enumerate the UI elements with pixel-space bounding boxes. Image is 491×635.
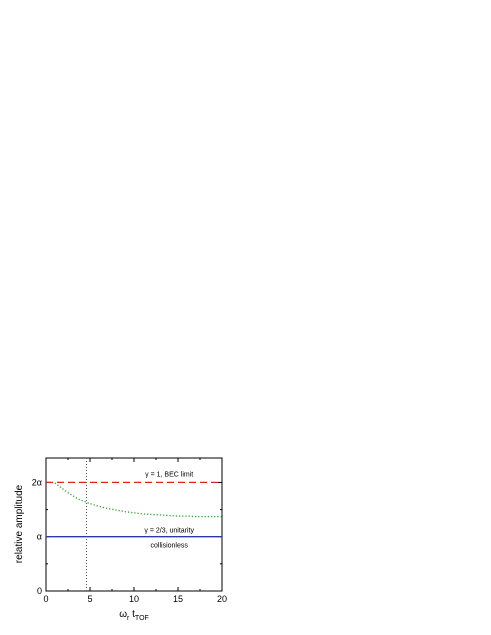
x-axis-label: ωr tTOF	[119, 609, 149, 622]
tick-labels: 0 5 10 15 20 0 α 2α	[32, 477, 227, 604]
y-tick-label: 2α	[32, 477, 42, 487]
x-axis-label-sub1: r	[127, 615, 130, 622]
x-tick-label: 20	[217, 594, 227, 604]
annotation-unitarity: γ = 2/3, unitarity	[144, 528, 194, 535]
series-layer	[46, 481, 222, 538]
annotation-bec: γ = 1, BEC limit	[145, 471, 193, 478]
x-tick-label: 0	[43, 594, 48, 604]
x-axis-label-mid: t	[129, 609, 135, 620]
x-axis-label-main: ω	[119, 609, 127, 620]
y-tick-label: α	[37, 532, 42, 542]
plot-frame	[45, 457, 223, 592]
tick-marks	[45, 458, 223, 592]
annotation-collisionless: collisionless	[151, 543, 189, 550]
x-axis-label-sub2: TOF	[135, 615, 149, 622]
series-line-unitarity	[54, 482, 222, 518]
annotations: γ = 1, BEC limit γ = 2/3, unitarity collis…	[144, 471, 194, 549]
x-tick-label: 5	[87, 594, 92, 604]
y-tick-label: 0	[37, 586, 42, 596]
x-tick-label: 15	[173, 594, 183, 604]
y-axis-label: relative amplitude	[14, 484, 25, 563]
x-tick-label: 10	[129, 594, 139, 604]
